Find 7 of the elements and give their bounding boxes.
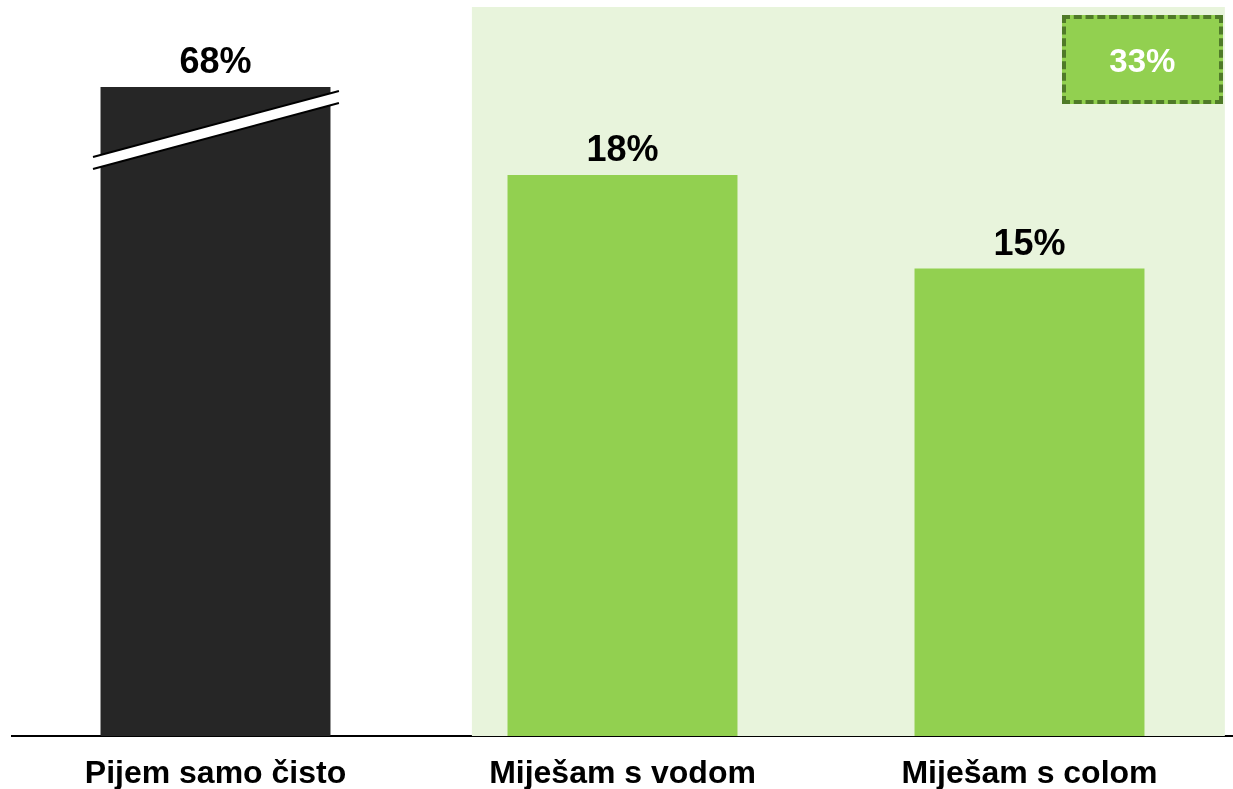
x-tick-label: Miješam s vodom (489, 754, 756, 789)
data-label: 68% (179, 40, 252, 81)
x-tick-label: Miješam s colom (901, 754, 1158, 789)
x-tick-label: Pijem samo čisto (84, 754, 347, 789)
data-label: 18% (586, 128, 659, 170)
band-label: 33% (1109, 41, 1176, 78)
data-label: 15% (993, 221, 1066, 263)
